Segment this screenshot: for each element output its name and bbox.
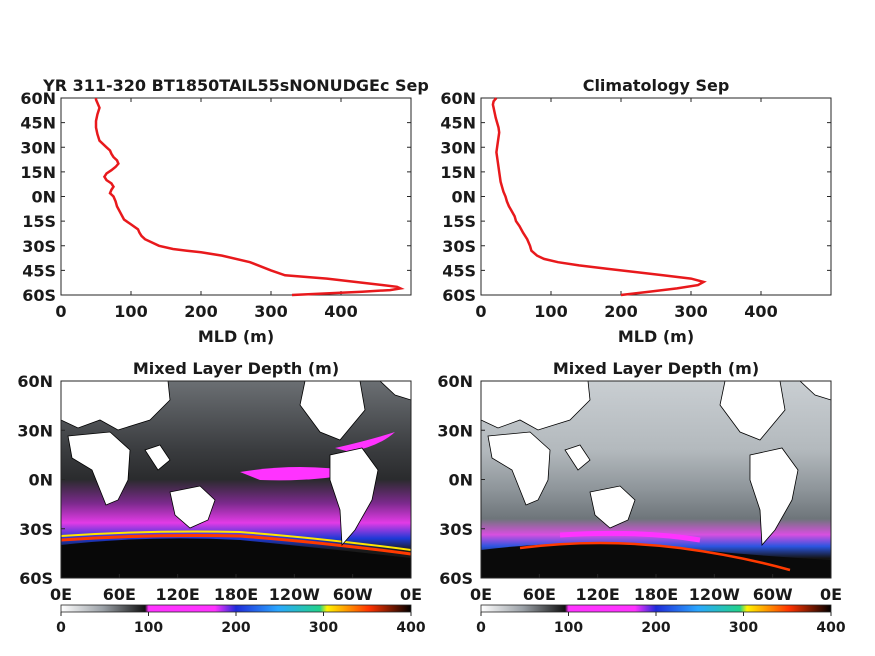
hot-front: [60, 534, 412, 556]
map-axis-ticks: 0E 60E 120E 180E 120W 60W 0E 60N 30N 0N 30S 60S: [17, 372, 422, 604]
plot-area: [60, 97, 412, 296]
axis-ticks: 0 100 200 300 400 60N 45N 30N 15N 0N 15S 30S 45S 60S: [20, 89, 411, 321]
y-tick-label: 60S: [19, 569, 53, 588]
y-tick-label: 60N: [20, 89, 56, 108]
x-axis-label: MLD (m): [198, 327, 274, 346]
x-tick-label: 180E: [214, 585, 258, 604]
x-tick-label: 60W: [753, 585, 793, 604]
panel-title: Climatology Sep: [583, 76, 730, 95]
y-tick-label: 30N: [20, 138, 56, 157]
y-tick-label: 60S: [442, 286, 476, 305]
x-tick-label: 0E: [400, 585, 422, 604]
x-tick-label: 300: [254, 302, 287, 321]
colorbar-tick-label: 300: [729, 620, 758, 636]
x-tick-label: 100: [534, 302, 567, 321]
y-tick-label: 30S: [439, 520, 473, 539]
colorbar: 0 100 200 300 400: [476, 604, 846, 636]
map-title: Mixed Layer Depth (m): [553, 359, 759, 378]
colorbar-ticks: 0 100 200 300 400: [476, 612, 846, 636]
y-tick-label: 15S: [442, 212, 476, 231]
y-tick-label: 60N: [437, 372, 473, 391]
colorbar-tick-label: 100: [134, 620, 163, 636]
x-tick-label: 60E: [523, 585, 556, 604]
y-tick-label: 0N: [451, 188, 476, 207]
x-axis-label: MLD (m): [618, 327, 694, 346]
y-tick-label: 0N: [28, 471, 53, 490]
y-tick-label: 30N: [17, 421, 53, 440]
mld-profile-line: [94, 98, 405, 297]
y-tick-label: 30S: [442, 237, 476, 256]
colorbar-tick-label: 0: [56, 620, 66, 636]
line-panel-climatology: Climatology Sep 0 100 200 300 400 60N 45N 30N 15…: [440, 76, 832, 346]
map-panel-climatology: Mixed Layer Depth (m) 0E 60E 120E 180E 120W 6…: [437, 359, 846, 636]
x-tick-label: 400: [324, 302, 357, 321]
y-tick-label: 30S: [19, 520, 53, 539]
axis-ticks: 0 100 200 300 400 60N 45N 30N 15N 0N 15S 30S 45S 60S: [440, 89, 831, 321]
panel-title: YR 311-320 BT1850TAIL55sNONUDGEc Sep: [42, 76, 429, 95]
y-tick-label: 60N: [440, 89, 476, 108]
plot-area: [480, 97, 832, 296]
y-tick-label: 45N: [440, 114, 476, 133]
y-tick-label: 60S: [439, 569, 473, 588]
x-tick-label: 120W: [269, 585, 320, 604]
y-tick-label: 30S: [22, 237, 56, 256]
x-tick-label: 60W: [333, 585, 373, 604]
y-tick-label: 30N: [437, 421, 473, 440]
colorbar-tick-label: 200: [641, 620, 670, 636]
x-tick-label: 120E: [576, 585, 620, 604]
y-tick-label: 0N: [31, 188, 56, 207]
colorbar-tick-label: 400: [816, 620, 845, 636]
x-tick-label: 0E: [50, 585, 72, 604]
colorbar-tick-label: 300: [309, 620, 338, 636]
landmasses: [480, 380, 832, 547]
y-tick-label: 45S: [22, 261, 56, 280]
colorbar-tick-label: 0: [476, 620, 486, 636]
x-tick-label: 400: [744, 302, 777, 321]
map-title: Mixed Layer Depth (m): [133, 359, 339, 378]
x-tick-label: 0: [475, 302, 486, 321]
y-tick-label: 15N: [440, 163, 476, 182]
magenta-tongue-north: [335, 432, 395, 452]
deep-band: [481, 543, 831, 578]
line-panel-model: YR 311-320 BT1850TAIL55sNONUDGEc Sep 0 10…: [20, 76, 429, 346]
x-tick-label: 100: [114, 302, 147, 321]
x-tick-label: 180E: [634, 585, 678, 604]
x-tick-label: 200: [184, 302, 217, 321]
deep-band: [61, 538, 411, 578]
map-axis-ticks: 0E 60E 120E 180E 120W 60W 0E 60N 30N 0N 30S 60S: [437, 372, 842, 604]
mld-profile-line: [491, 97, 707, 297]
y-tick-label: 0N: [448, 471, 473, 490]
x-tick-label: 120E: [156, 585, 200, 604]
landmasses: [60, 380, 412, 547]
y-tick-label: 15S: [22, 212, 56, 231]
y-tick-label: 30N: [440, 138, 476, 157]
colorbar-tick-label: 200: [221, 620, 250, 636]
mld-map: [60, 380, 412, 579]
colorbar-strip: [60, 604, 412, 613]
magenta-band: [559, 530, 701, 543]
y-tick-label: 60N: [17, 372, 53, 391]
hot-front: [519, 541, 791, 572]
x-tick-label: 120W: [689, 585, 740, 604]
colorbar-strip: [480, 604, 832, 613]
x-tick-label: 60E: [103, 585, 136, 604]
y-tick-label: 60S: [22, 286, 56, 305]
x-tick-label: 0E: [470, 585, 492, 604]
y-tick-label: 45N: [20, 114, 56, 133]
mld-map: [480, 380, 832, 579]
colorbar-tick-label: 400: [396, 620, 425, 636]
x-tick-label: 200: [604, 302, 637, 321]
colorbar: 0 100 200 300 400: [56, 604, 426, 636]
x-tick-label: 0E: [820, 585, 842, 604]
x-tick-label: 0: [55, 302, 66, 321]
map-panel-model: Mixed Layer Depth (m) 0E 60E 120E 180E 120W: [17, 359, 426, 636]
colorbar-ticks: 0 100 200 300 400: [56, 612, 426, 636]
warm-front: [60, 530, 412, 551]
y-tick-label: 15N: [20, 163, 56, 182]
x-tick-label: 300: [674, 302, 707, 321]
y-tick-label: 45S: [442, 261, 476, 280]
colorbar-tick-label: 100: [554, 620, 583, 636]
